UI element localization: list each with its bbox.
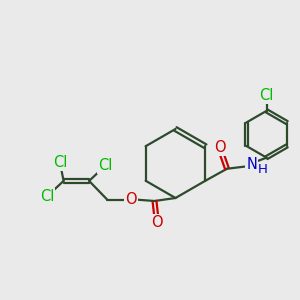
Text: Cl: Cl bbox=[40, 189, 54, 204]
Text: O: O bbox=[214, 140, 225, 155]
Text: Cl: Cl bbox=[98, 158, 113, 173]
Text: Cl: Cl bbox=[53, 155, 67, 170]
Text: O: O bbox=[125, 192, 137, 207]
Text: H: H bbox=[258, 163, 268, 176]
Text: Cl: Cl bbox=[260, 88, 274, 103]
Text: O: O bbox=[151, 215, 163, 230]
Text: N: N bbox=[246, 157, 257, 172]
